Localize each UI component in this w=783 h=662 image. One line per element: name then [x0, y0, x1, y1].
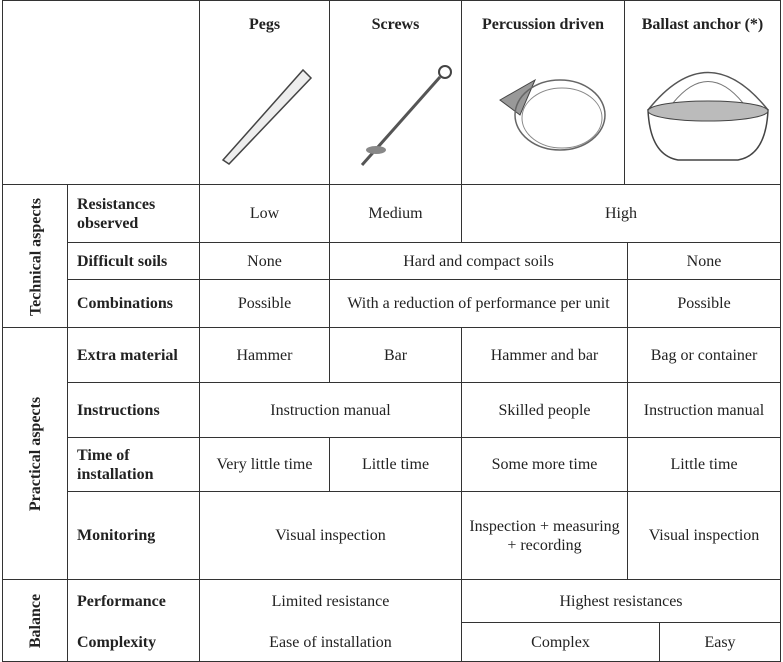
row-label: Combinations: [68, 280, 200, 328]
group-cell: [2, 185, 68, 328]
row-label: Time of installation: [68, 438, 200, 492]
table-cell: Possible: [628, 280, 781, 328]
table-cell: Complex: [462, 623, 660, 662]
table-cell: Little time: [628, 438, 781, 492]
screw-icon: [360, 65, 452, 166]
table-cell: Easy: [660, 623, 781, 662]
table-cell: Medium: [330, 185, 462, 243]
group-cell: [2, 328, 68, 580]
row-label: Resistances observed: [68, 185, 200, 243]
table-cell: None: [200, 243, 330, 280]
table-cell: Bar: [330, 328, 462, 383]
column-header: Ballast anchor (*): [625, 0, 781, 185]
corner-cell: [2, 0, 200, 185]
table-cell: Hammer: [200, 328, 330, 383]
row-label: Monitoring: [68, 492, 200, 580]
percussion-icon: [499, 78, 606, 151]
table-cell: Little time: [330, 438, 462, 492]
column-header: Pegs: [200, 0, 330, 185]
row-label: Performance: [68, 580, 200, 623]
table-cell: Instruction manual: [200, 383, 462, 438]
table-cell: Visual inspection: [200, 492, 462, 580]
table-cell: Possible: [200, 280, 330, 328]
table-cell: With a reduction of performance per unit: [330, 280, 628, 328]
table-cell: Inspection + measuring + recording: [462, 492, 628, 580]
row-label: Extra material: [68, 328, 200, 383]
ballast-icon: [647, 71, 769, 161]
table-cell: Highest resistances: [462, 580, 781, 623]
table-cell: Ease of installation: [200, 623, 462, 662]
row-label: Difficult soils: [68, 243, 200, 280]
table-cell: Bag or container: [628, 328, 781, 383]
table-cell: Some more time: [462, 438, 628, 492]
peg-icon: [221, 68, 313, 165]
table-cell: Instruction manual: [628, 383, 781, 438]
row-label: Instructions: [68, 383, 200, 438]
table-cell: Low: [200, 185, 330, 243]
table-cell: None: [628, 243, 781, 280]
group-title: Balance: [26, 593, 44, 649]
row-label: Complexity: [68, 623, 200, 662]
group-title: Technical aspects: [26, 197, 44, 316]
table-cell: Hammer and bar: [462, 328, 628, 383]
table-cell: Visual inspection: [628, 492, 781, 580]
table-cell: Very little time: [200, 438, 330, 492]
column-header: Screws: [330, 0, 462, 185]
table-cell: Limited resistance: [200, 580, 462, 623]
table-cell: Skilled people: [462, 383, 628, 438]
table-cell: High: [462, 185, 781, 243]
column-header: Percussion driven: [462, 0, 625, 185]
table-cell: Hard and compact soils: [330, 243, 628, 280]
group-title: Practical aspects: [26, 396, 44, 512]
